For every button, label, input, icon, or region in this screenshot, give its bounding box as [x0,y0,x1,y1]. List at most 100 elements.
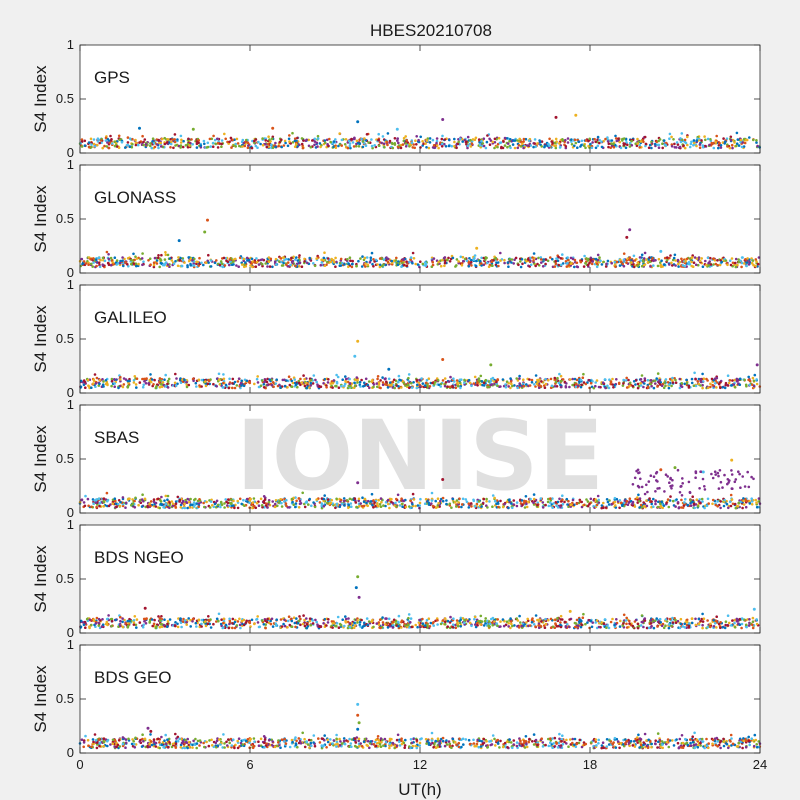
data-point [207,615,210,618]
data-point [347,262,351,266]
data-point [602,506,605,510]
data-point [379,497,383,500]
data-point [350,265,354,269]
data-point [391,146,395,150]
data-point [204,384,208,388]
data-point [635,144,639,148]
data-point [630,144,634,147]
data-point [348,384,352,388]
data-point [200,261,203,265]
data-point [480,380,484,383]
data-point [738,383,742,387]
data-point [571,257,575,261]
data-point [107,253,110,256]
data-point [667,386,671,390]
data-point [484,256,488,259]
data-point [97,497,101,501]
data-point [294,625,297,629]
data-point [110,624,113,628]
data-point [726,145,729,148]
data-point [584,261,587,265]
data-point [253,141,256,145]
data-point [166,382,169,386]
data-point [525,502,528,506]
data-point [423,502,427,506]
data-point [486,261,489,265]
data-point [493,137,497,141]
data-point [222,617,226,621]
data-point [305,386,309,390]
data-point [393,137,397,140]
data-point [752,263,755,267]
data-point [205,146,209,149]
data-point [124,506,127,510]
data-point [468,381,472,385]
data-point [405,139,409,142]
data-point [659,263,663,267]
data-point [567,258,570,262]
data-point [293,378,297,381]
data-point [194,621,198,625]
data-point [741,475,744,478]
data-point [735,131,739,135]
data-point [323,139,327,142]
data-point [250,146,254,150]
data-point [632,254,636,258]
data-point [673,142,676,146]
data-point [579,385,583,389]
data-point [333,261,336,264]
data-point [474,136,478,140]
data-point [706,256,710,260]
data-point [293,137,297,140]
data-point [297,256,301,259]
data-point [400,259,403,263]
data-point [291,131,294,135]
data-point [662,386,666,390]
data-point [421,262,425,266]
data-point [104,136,108,140]
data-point [273,502,277,506]
data-point [731,379,734,382]
data-point [542,258,545,261]
data-point [164,251,167,254]
data-point [99,258,102,262]
data-point [433,146,437,149]
data-point [730,143,734,147]
data-point [113,499,117,503]
data-point [625,376,628,380]
data-point [533,142,536,145]
data-point [229,136,233,140]
data-point [192,505,196,508]
data-point [346,499,349,502]
data-point [511,143,515,146]
data-point [694,377,697,381]
data-point [313,137,317,141]
data-point [703,485,706,488]
data-point [742,503,746,506]
data-point [219,505,222,509]
data-point [443,261,447,265]
data-point [105,491,109,495]
data-point [351,259,355,263]
data-point [113,497,117,501]
data-point [602,501,605,505]
data-point [753,373,757,377]
data-point [236,380,240,383]
data-point [319,145,322,149]
data-point [662,504,666,507]
data-point [639,140,643,143]
data-point [477,500,481,503]
data-point [298,254,301,257]
data-point [315,498,319,501]
data-point [717,487,721,490]
data-point [132,379,136,382]
data-point [197,505,200,509]
data-point [134,141,138,145]
data-point [701,145,705,149]
data-point [612,386,615,389]
data-point [680,257,683,261]
data-point [499,385,502,388]
data-point [532,493,536,496]
data-point [559,621,562,624]
data-point [340,138,344,142]
